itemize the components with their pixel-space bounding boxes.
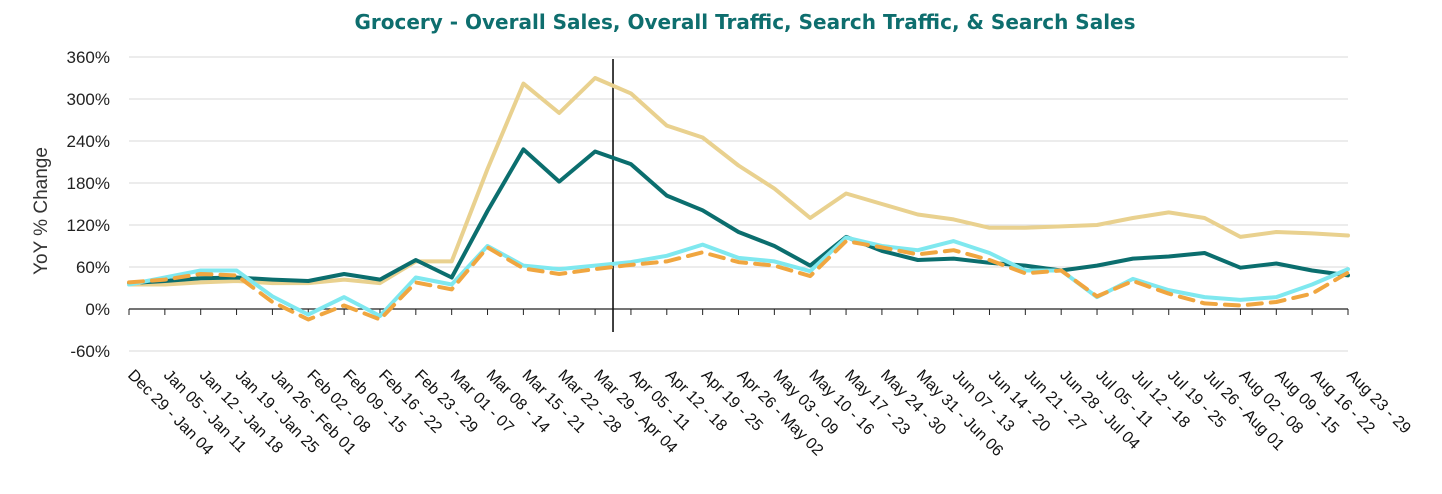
series-line-search-sales <box>127 239 1350 322</box>
y-tick-label: 0% <box>85 300 110 319</box>
gridlines <box>129 56 1348 352</box>
y-tick-label: 360% <box>67 48 110 67</box>
series-line-overall-sales <box>127 76 1350 287</box>
chart-title: Grocery - Overall Sales, Overall Traffic… <box>354 10 1135 34</box>
series-line-search-traffic <box>127 235 1350 318</box>
series-line-overall-traffic <box>127 147 1350 286</box>
y-tick-label: 240% <box>67 132 110 151</box>
y-tick-label: 180% <box>67 174 110 193</box>
series-lines <box>127 76 1350 322</box>
y-tick-label: -60% <box>70 342 110 361</box>
y-axis-ticks: -60% 0% 60% 120% 180% 240% 300% 360% <box>67 48 110 361</box>
y-tick-label: 300% <box>67 90 110 109</box>
y-tick-label: 60% <box>76 258 110 277</box>
y-axis-label: YoY % Change <box>31 147 52 275</box>
y-tick-label: 120% <box>67 216 110 235</box>
